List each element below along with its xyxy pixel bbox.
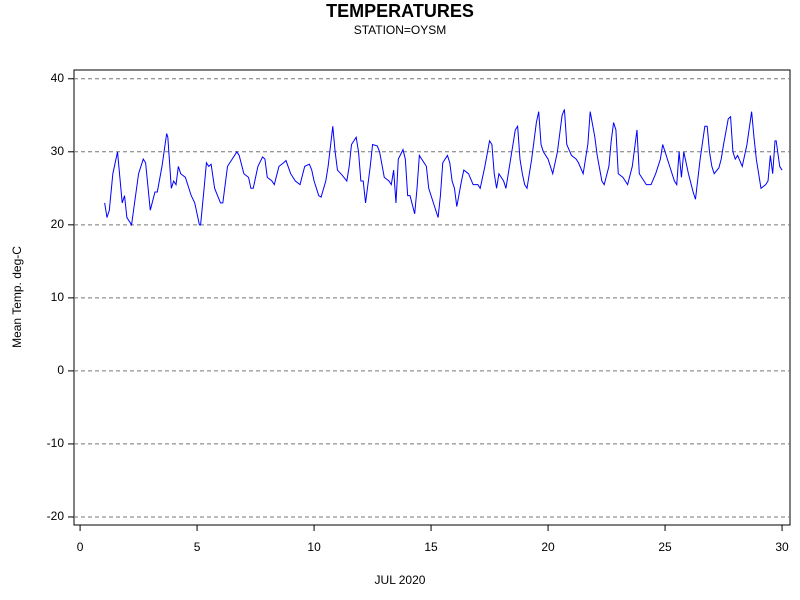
y-tick-label: 20 bbox=[51, 217, 65, 231]
x-tick-label: 0 bbox=[77, 540, 84, 554]
x-tick-label: 30 bbox=[775, 540, 789, 554]
y-tick-label: 0 bbox=[57, 363, 64, 377]
x-tick-label: 15 bbox=[424, 540, 438, 554]
x-tick-label: 25 bbox=[658, 540, 672, 554]
x-tick-label: 5 bbox=[194, 540, 201, 554]
y-axis-label: Mean Temp. deg-C bbox=[10, 246, 24, 348]
chart-title: TEMPERATURES bbox=[326, 1, 474, 21]
y-tick-label: 40 bbox=[51, 71, 65, 85]
y-tick-label: 30 bbox=[51, 144, 65, 158]
data-line bbox=[104, 109, 783, 227]
y-tick-label: 10 bbox=[51, 290, 65, 304]
x-tick-label: 20 bbox=[541, 540, 555, 554]
x-tick-label: 10 bbox=[307, 540, 321, 554]
x-axis-label: JUL 2020 bbox=[375, 573, 426, 587]
y-tick-label: -20 bbox=[47, 509, 65, 523]
chart-subtitle: STATION=OYSM bbox=[354, 23, 447, 37]
y-tick-label: -10 bbox=[47, 436, 65, 450]
